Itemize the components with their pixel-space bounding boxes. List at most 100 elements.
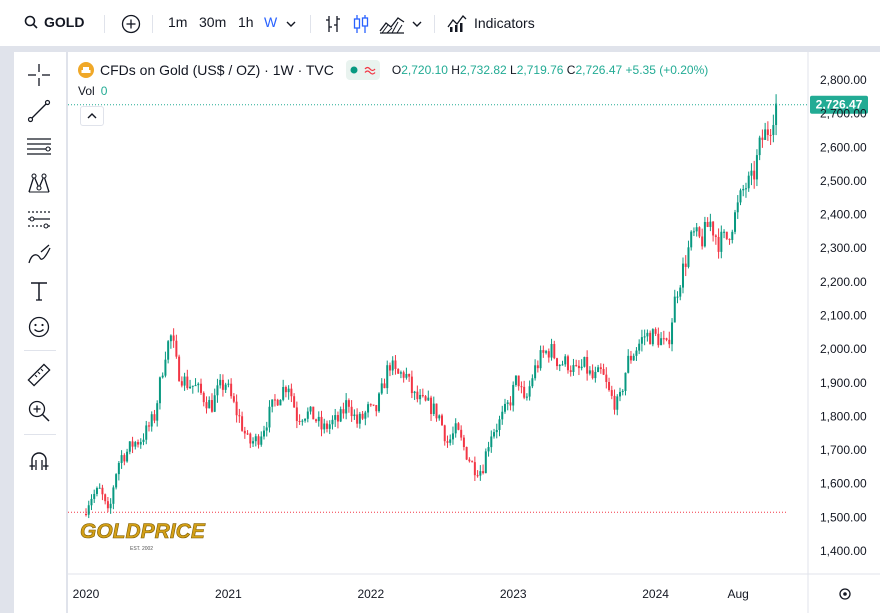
candle (509, 396, 512, 411)
candle (673, 289, 676, 323)
candle (265, 421, 268, 437)
candle (369, 403, 372, 407)
candle (643, 329, 646, 346)
bar-style-icon[interactable] (322, 13, 344, 35)
zoom-in-icon[interactable] (26, 398, 52, 424)
candle (334, 408, 337, 427)
candle (104, 493, 107, 505)
candle (432, 396, 435, 417)
candle (408, 373, 411, 382)
candle (189, 379, 192, 389)
price-chart[interactable]: GOLDPRICE EST. 2002 2,726.47 2,800.00 2,7… (68, 52, 880, 613)
candle (550, 338, 553, 361)
candle (260, 431, 263, 447)
candle (536, 360, 539, 373)
market-status-pill[interactable] (345, 60, 380, 80)
candle (115, 473, 118, 490)
candle (514, 375, 517, 387)
candle (284, 385, 287, 398)
candle (98, 483, 101, 489)
symbol-search[interactable]: GOLD (24, 14, 84, 30)
candle (317, 411, 320, 427)
candle (703, 216, 706, 248)
candle (553, 340, 556, 360)
chart-settings-icon[interactable] (839, 588, 851, 600)
emoji-icon[interactable] (26, 314, 52, 340)
candle (725, 231, 728, 241)
candle (654, 327, 657, 337)
change-value: +5.35 (+0.20%) (625, 63, 709, 77)
candle (128, 441, 131, 455)
candle (572, 358, 575, 376)
candle (547, 348, 550, 363)
divider (24, 350, 56, 351)
candle (728, 238, 731, 245)
candle (714, 234, 717, 245)
candle (378, 392, 381, 413)
candle (484, 448, 487, 474)
ruler-icon[interactable] (26, 362, 52, 388)
chevron-down-icon[interactable] (284, 17, 298, 31)
candle (342, 402, 345, 419)
area-style-icon[interactable] (378, 13, 406, 35)
candle (457, 422, 460, 431)
candle (210, 393, 213, 413)
candle (142, 433, 145, 446)
candle (635, 347, 638, 361)
crosshair-icon[interactable] (26, 62, 52, 88)
indicators-button[interactable]: Indicators (446, 12, 535, 34)
compare-add-icon[interactable] (120, 13, 142, 35)
candle (698, 226, 701, 239)
candle (473, 456, 476, 481)
candle (106, 496, 109, 513)
time-tick-label: 2023 (500, 587, 527, 601)
candle (298, 414, 301, 425)
candle (279, 399, 282, 406)
candle (506, 400, 509, 411)
collapse-legend-button[interactable] (80, 106, 104, 126)
candle (202, 391, 205, 407)
candle (150, 411, 153, 432)
chart-panel[interactable]: GOLDPRICE EST. 2002 2,726.47 2,800.00 2,7… (68, 52, 880, 613)
interval-30m-button[interactable]: 30m (199, 14, 227, 30)
candle (632, 353, 635, 361)
chevron-down-icon[interactable] (410, 17, 424, 31)
candle (421, 388, 424, 398)
vol-value: 0 (100, 84, 108, 98)
candle (566, 354, 569, 374)
candle (216, 378, 219, 403)
horizontal-lines-icon[interactable] (26, 134, 52, 160)
interval-w-button[interactable]: W (264, 14, 278, 30)
brush-icon[interactable] (26, 242, 52, 268)
projection-tool-icon[interactable] (26, 206, 52, 232)
candle (191, 385, 194, 394)
candle (246, 430, 249, 435)
candle (640, 329, 643, 352)
candle (534, 359, 537, 381)
candle (709, 213, 712, 232)
candles-icon[interactable] (350, 13, 372, 35)
candle (761, 129, 764, 148)
text-tool-icon[interactable] (26, 278, 52, 304)
pattern-tool-icon[interactable] (26, 170, 52, 196)
candle (386, 360, 389, 394)
trend-line-icon[interactable] (26, 98, 52, 124)
candle (145, 420, 148, 445)
candle (315, 418, 318, 423)
candle (419, 389, 422, 405)
candle (353, 409, 356, 420)
candle (161, 372, 164, 379)
candle (723, 229, 726, 239)
candle (227, 379, 230, 388)
candle (293, 393, 296, 408)
candle (95, 486, 98, 497)
candle (531, 374, 534, 389)
price-tick-label: 1,600.00 (820, 477, 867, 491)
candle (764, 122, 767, 140)
candle (520, 381, 523, 394)
candle (167, 340, 170, 364)
interval-1h-button[interactable]: 1h (238, 14, 254, 30)
interval-1m-button[interactable]: 1m (168, 14, 188, 30)
magnet-icon[interactable] (26, 448, 52, 474)
candle (435, 403, 438, 422)
